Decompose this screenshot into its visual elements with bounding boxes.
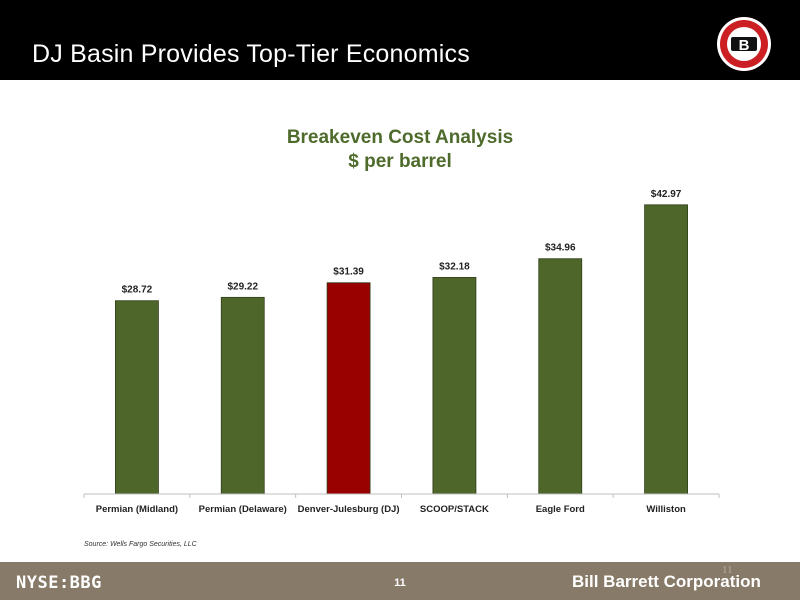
- company-name: Bill Barrett Corporation: [572, 572, 761, 591]
- page-number: 11: [394, 577, 406, 589]
- source-note: Source: Wells Fargo Securities, LLC: [84, 541, 197, 548]
- footer-bar: NYSE:BBG 11 Bill Barrett Corporation 11: [0, 562, 800, 600]
- category-label: Denver-Julesburg (DJ): [298, 504, 400, 515]
- category-label: Permian (Delaware): [199, 504, 287, 515]
- category-label: Williston: [646, 504, 686, 515]
- bar-value-label: $29.22: [227, 281, 258, 292]
- bar-0: [115, 300, 159, 495]
- bar-2: [326, 282, 371, 495]
- bar-value-label: $34.96: [545, 243, 576, 254]
- slide-title: DJ Basin Provides Top-Tier Economics: [32, 40, 470, 68]
- bar-4: [538, 258, 583, 495]
- page-number-watermark: 11: [722, 564, 733, 576]
- company-logo-icon: B: [717, 17, 771, 71]
- bar-value-label: $42.97: [651, 189, 682, 200]
- bar-1: [220, 296, 265, 495]
- category-label: SCOOP/STACK: [420, 504, 489, 515]
- category-label: Permian (Midland): [96, 504, 178, 515]
- bar-value-label: $32.18: [439, 261, 470, 272]
- bar-value-label: $28.72: [122, 285, 153, 296]
- logo-letter: B: [739, 37, 750, 54]
- bar-5: [644, 204, 688, 495]
- header-bar: DJ Basin Provides Top-Tier Economics B: [0, 0, 800, 80]
- chart-title-line1: Breakeven Cost Analysis: [286, 127, 514, 148]
- ticker-symbol: NYSE:BBG: [16, 573, 102, 593]
- bar-value-label: $31.39: [333, 267, 364, 278]
- chart-title-line2: $ per barrel: [348, 151, 452, 172]
- category-label: Eagle Ford: [536, 504, 585, 515]
- bar-3: [432, 277, 477, 495]
- chart-title: Breakeven Cost Analysis $ per barrel: [0, 126, 800, 174]
